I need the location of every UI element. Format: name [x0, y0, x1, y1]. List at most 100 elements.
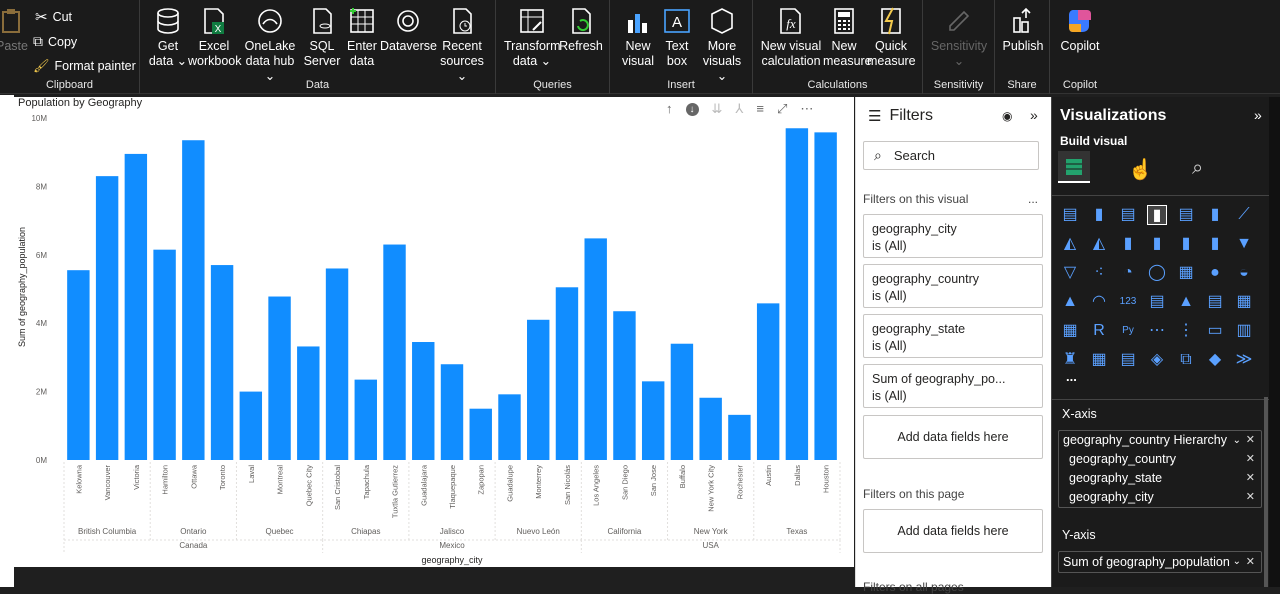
transform-data-button[interactable]: Transform data ⌄: [504, 6, 561, 69]
get-data-button[interactable]: Get data ⌄: [146, 6, 190, 69]
bar[interactable]: [412, 342, 435, 460]
bar[interactable]: [95, 176, 119, 460]
line-stacked-column-icon[interactable]: ▮: [1123, 235, 1133, 252]
collapse-viz-icon[interactable]: »: [1254, 107, 1262, 123]
power-apps-icon[interactable]: ▤: [1120, 351, 1136, 368]
bar[interactable]: [268, 296, 291, 460]
bar[interactable]: [239, 391, 263, 460]
kpi-icon[interactable]: ▲: [1178, 293, 1194, 310]
filter-icon[interactable]: ≡: [756, 101, 764, 116]
quick-measure-button[interactable]: Quick measure: [867, 6, 916, 69]
100-bar-icon[interactable]: ▤: [1178, 206, 1194, 223]
stacked-bar-icon[interactable]: ▤: [1062, 206, 1078, 223]
focus-mode-icon[interactable]: ⤢: [776, 101, 788, 116]
waterfall-icon[interactable]: ▮: [1210, 235, 1220, 252]
stacked-area-icon[interactable]: ◭: [1092, 235, 1106, 252]
analytics-icon[interactable]: ⌕: [1192, 157, 1204, 179]
bar[interactable]: [641, 381, 665, 460]
remove-field-icon[interactable]: ✕: [1245, 472, 1255, 484]
table-icon[interactable]: ▦: [1236, 293, 1252, 310]
r-visual-icon[interactable]: R: [1093, 322, 1105, 339]
bar[interactable]: [297, 346, 320, 460]
map-icon[interactable]: ●: [1210, 264, 1220, 281]
collapse-pane-icon[interactable]: »: [1030, 107, 1038, 123]
build-visual-tab[interactable]: [1058, 151, 1090, 183]
gauge-icon[interactable]: ◠: [1092, 293, 1106, 310]
ribbon-icon[interactable]: ▮: [1181, 235, 1191, 252]
y-axis-well[interactable]: Sum of geography_population ⌄ ✕: [1058, 551, 1262, 573]
slicer-icon[interactable]: ▤: [1207, 293, 1223, 310]
bar[interactable]: [584, 238, 607, 460]
treemap-icon[interactable]: ▦: [1178, 264, 1194, 281]
more-visuals-button[interactable]: More visuals ⌄: [698, 6, 746, 84]
remove-field-icon[interactable]: ✕: [1245, 453, 1255, 465]
bar[interactable]: [124, 153, 148, 460]
publish-button[interactable]: Publish: [997, 6, 1049, 54]
metrics-icon[interactable]: ◈: [1150, 351, 1164, 368]
smart-narrative-icon[interactable]: ▦: [1091, 351, 1107, 368]
sql-server-button[interactable]: SQL Server: [300, 6, 344, 69]
clustered-bar-icon[interactable]: ▤: [1120, 206, 1136, 223]
remove-field-icon[interactable]: ✕: [1245, 434, 1255, 446]
filter-card-country[interactable]: geography_country is (All): [863, 264, 1043, 308]
filled-map-icon[interactable]: ◒: [1239, 264, 1249, 281]
bar[interactable]: [527, 319, 550, 460]
paginated-icon[interactable]: ▥: [1236, 322, 1252, 339]
expand-next-level-icon[interactable]: ⇊: [711, 101, 723, 116]
line-clustered-column-icon[interactable]: ▮: [1152, 235, 1162, 252]
remove-field-icon[interactable]: ✕: [1245, 491, 1255, 503]
diamond-icon[interactable]: ◆: [1208, 351, 1222, 368]
bar[interactable]: [613, 311, 636, 460]
format-visual-icon[interactable]: ☝: [1128, 159, 1153, 181]
bar[interactable]: [670, 343, 694, 460]
trophy-icon[interactable]: ♜: [1062, 351, 1078, 368]
drill-down-icon[interactable]: ↓: [685, 103, 699, 116]
card-icon[interactable]: 123: [1119, 296, 1137, 307]
clustered-column-icon[interactable]: ▮: [1147, 205, 1167, 225]
refresh-button[interactable]: Refresh: [558, 6, 604, 54]
donut-icon[interactable]: ◯: [1148, 264, 1166, 281]
stacked-column-icon[interactable]: ▮: [1094, 206, 1104, 223]
copilot-button[interactable]: Copilot: [1054, 6, 1106, 54]
more-options-icon[interactable]: ⋯: [800, 101, 814, 116]
bar[interactable]: [153, 249, 176, 460]
add-page-filter-fields[interactable]: Add data fields here: [863, 509, 1043, 553]
100-column-icon[interactable]: ▮: [1210, 206, 1220, 223]
filter-card-population[interactable]: Sum of geography_po... is (All): [863, 364, 1043, 408]
bar[interactable]: [498, 394, 521, 460]
area-icon[interactable]: ◭: [1063, 235, 1077, 252]
filters-search-box[interactable]: ⌕ Search: [863, 141, 1039, 170]
bar[interactable]: [67, 270, 90, 460]
bar[interactable]: [756, 303, 780, 460]
bar[interactable]: [555, 287, 579, 460]
flow-icon[interactable]: ≫: [1235, 351, 1253, 368]
recent-sources-button[interactable]: Recent sources ⌄: [436, 6, 488, 84]
eye-icon[interactable]: ◉: [1002, 109, 1013, 123]
copy-button[interactable]: ⧉ Copy: [33, 33, 77, 50]
viz-scrollbar[interactable]: [1264, 397, 1268, 587]
drill-up-icon[interactable]: ↑: [666, 101, 673, 116]
x-axis-field[interactable]: geography_country Hierarchy ⌄ ✕: [1059, 431, 1261, 450]
new-visual-button[interactable]: New visual: [618, 6, 658, 69]
python-visual-icon[interactable]: Py: [1122, 325, 1134, 336]
remove-field-icon[interactable]: ✕: [1245, 556, 1255, 568]
chevron-down-icon[interactable]: ⌄: [1232, 435, 1241, 446]
qa-icon[interactable]: ▭: [1207, 322, 1223, 339]
x-axis-field[interactable]: geography_state ✕: [1059, 469, 1261, 488]
onelake-button[interactable]: OneLake data hub ⌄: [242, 6, 298, 84]
filter-card-city[interactable]: geography_city is (All): [863, 214, 1043, 258]
bar[interactable]: [814, 132, 837, 460]
new-measure-button[interactable]: New measure: [823, 6, 872, 69]
x-axis-field[interactable]: geography_city ✕: [1059, 488, 1261, 507]
format-painter-button[interactable]: 🖌 Format painter: [33, 58, 136, 74]
paste-button[interactable]: Paste: [0, 6, 30, 54]
excel-button[interactable]: X Excel workbook: [188, 6, 242, 69]
bar[interactable]: [440, 364, 464, 460]
matrix-icon[interactable]: ▦: [1062, 322, 1078, 339]
text-box-button[interactable]: A Text box: [658, 6, 696, 69]
expand-hierarchy-icon[interactable]: ⅄: [735, 101, 744, 116]
bar[interactable]: [354, 379, 377, 460]
sensitivity-button[interactable]: Sensitivity ⌄: [927, 6, 991, 69]
key-influencers-icon[interactable]: ⋯: [1149, 322, 1165, 339]
filter-card-state[interactable]: geography_state is (All): [863, 314, 1043, 358]
